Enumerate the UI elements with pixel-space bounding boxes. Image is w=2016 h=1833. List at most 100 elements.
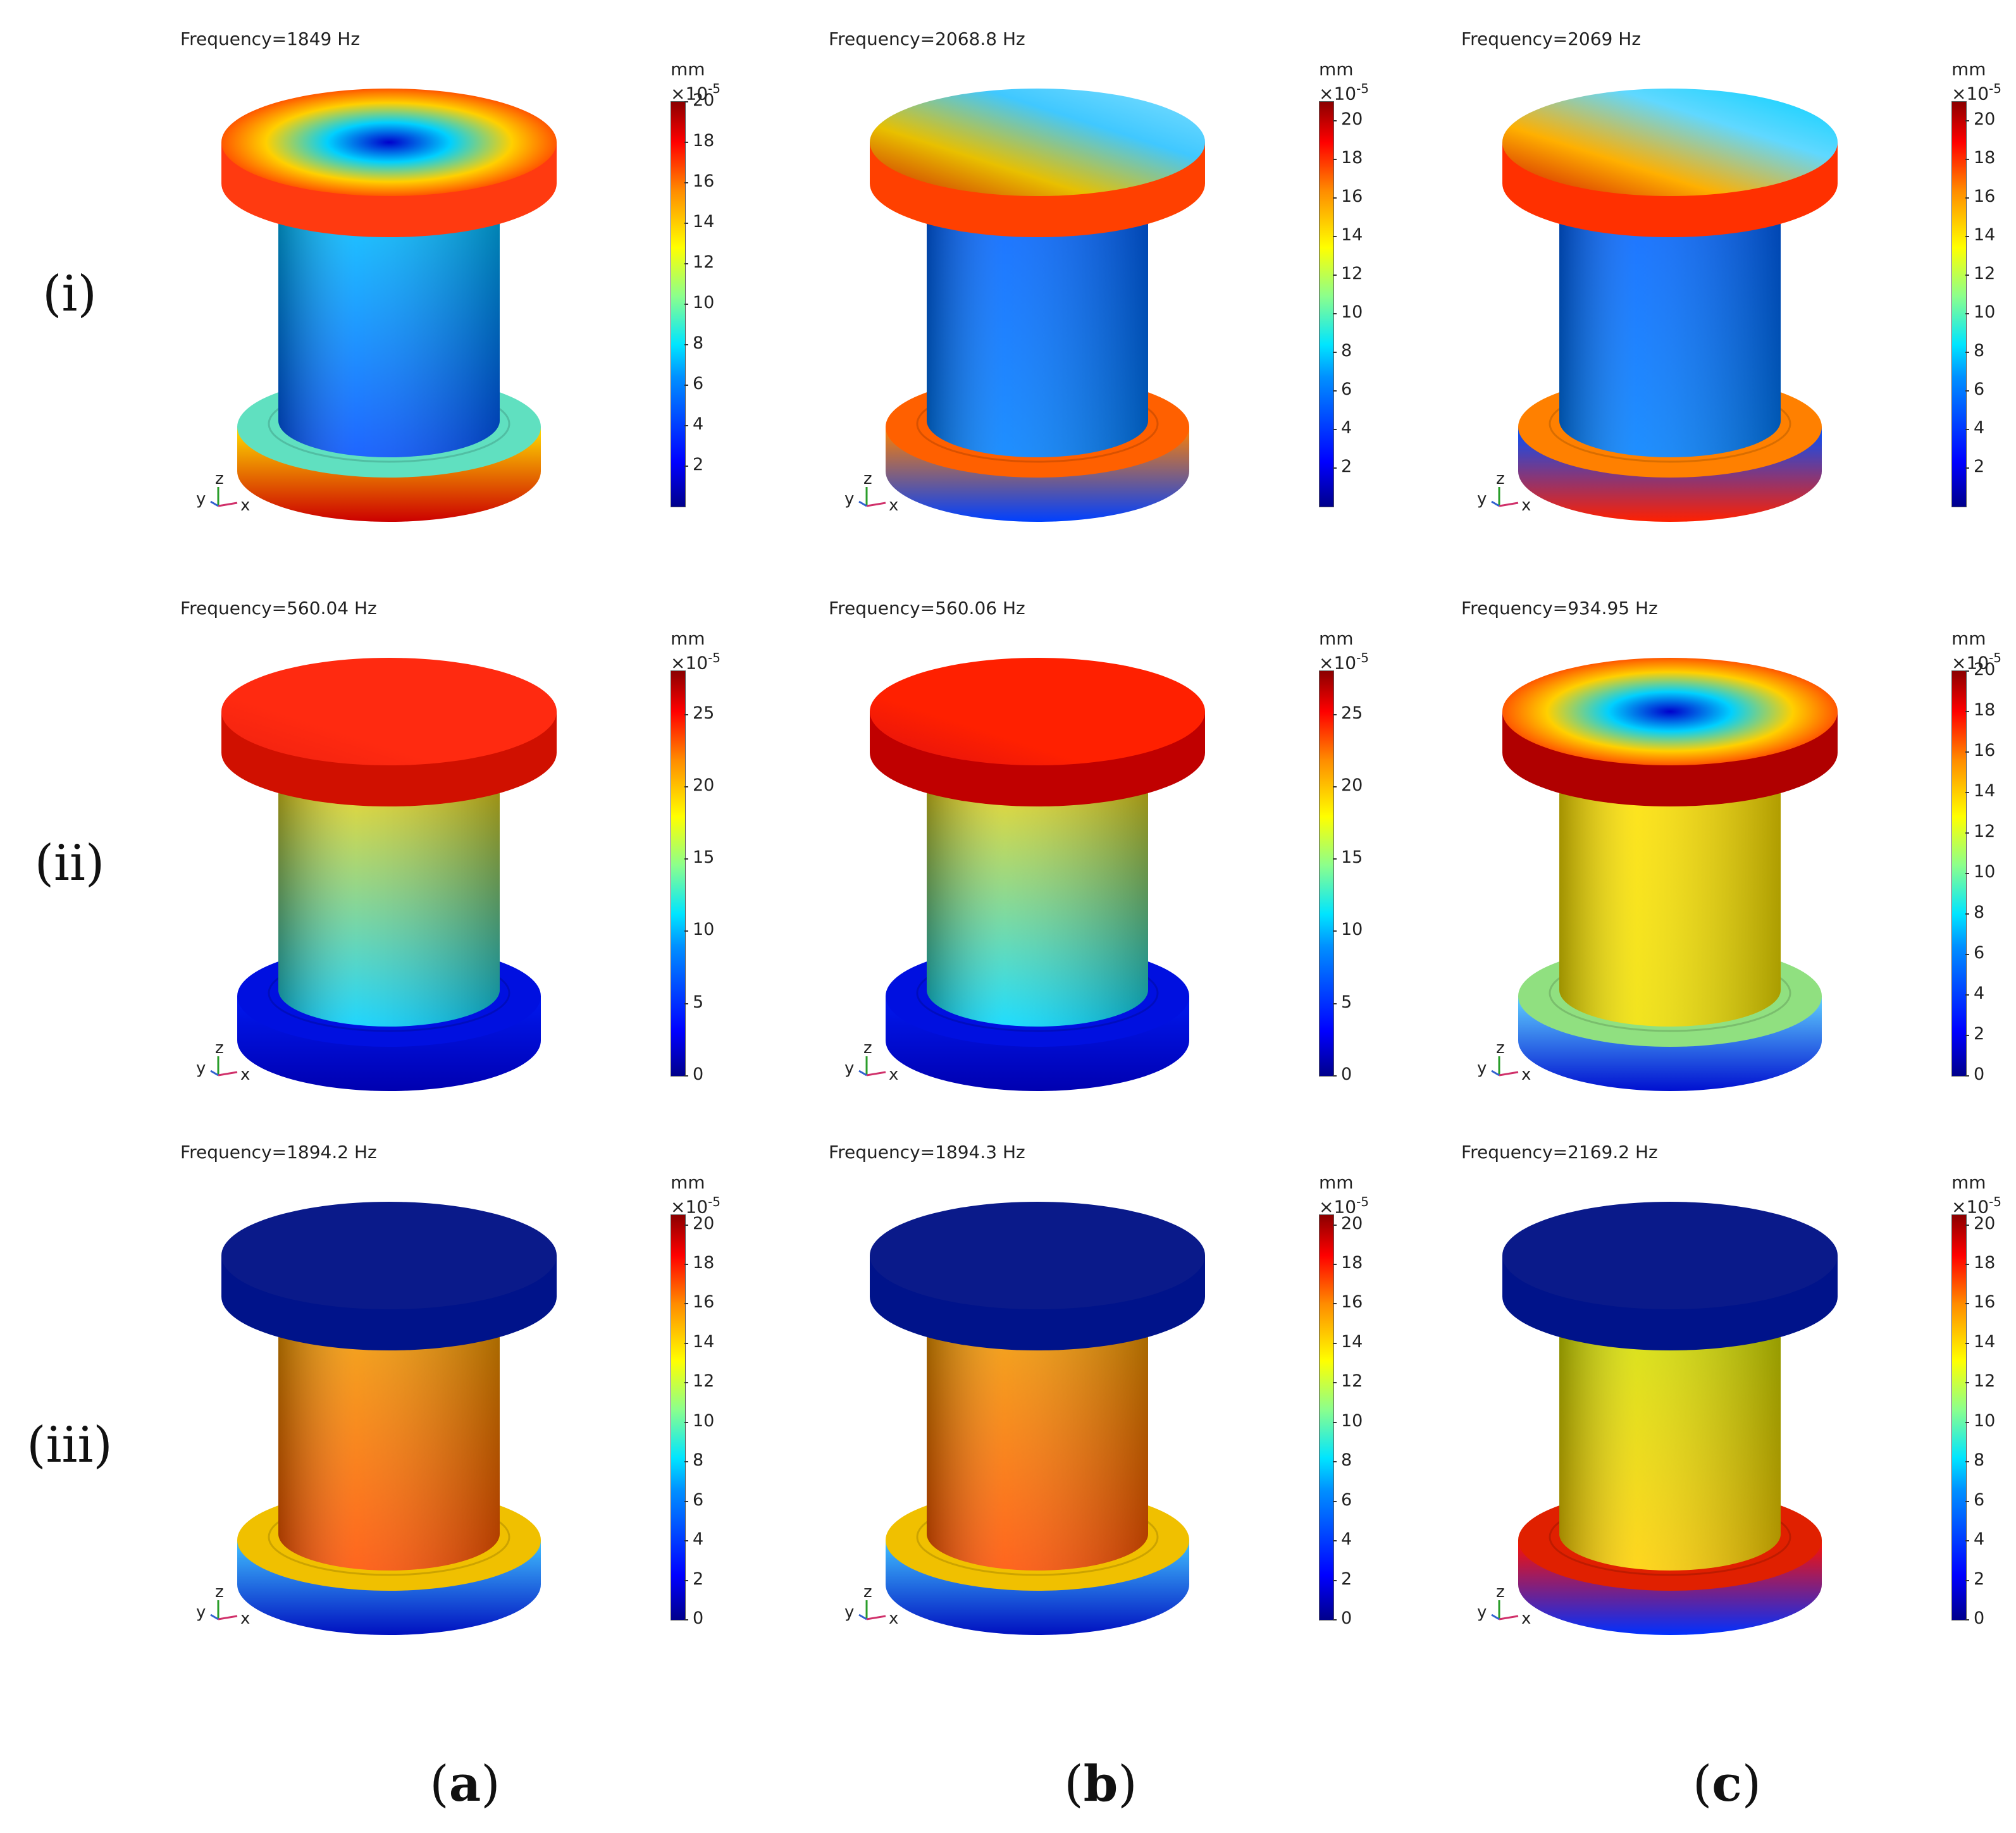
- colorbar-tick-label: 18: [693, 1253, 715, 1273]
- colorbar-tick-mark: [1333, 1303, 1337, 1305]
- deformed-body: [870, 1202, 1205, 1635]
- colorbar-tick-mark: [1965, 994, 1969, 996]
- colorbar-tick-label: 8: [1974, 1450, 1985, 1471]
- mode-shape-panel: Frequency=2169.2 Hz mm ×10-5 20 18 16 14 12 10 8 6…: [1461, 1142, 2016, 1698]
- colorbar-tick-mark: [1333, 1619, 1337, 1620]
- axis-label: z: [215, 1584, 224, 1602]
- colorbar-tick-mark: [1965, 792, 1969, 793]
- axis-label: x: [1521, 1609, 1531, 1628]
- mode-shape-panel: Frequency=1894.3 Hz mm ×10-5 20 18 16 14 12 10 8 6…: [829, 1142, 1461, 1698]
- colorbar-tick-mark: [1965, 711, 1969, 712]
- colorbar-tick-mark: [684, 1579, 688, 1581]
- axis-label: z: [215, 471, 224, 488]
- colorbar-unit: mm ×10-5: [1951, 628, 2002, 674]
- axis-label: x: [1521, 496, 1531, 515]
- axis-label: y: [196, 490, 206, 509]
- colorbar-tick-mark: [1965, 467, 1969, 469]
- axis-triad-icon: zx y: [844, 1584, 898, 1628]
- deformed-body: [870, 658, 1205, 1091]
- axis-label: x: [1521, 1065, 1531, 1084]
- colorbar-tick-label: 8: [1341, 1450, 1352, 1471]
- colorbar-unit: mm ×10-5: [1951, 1172, 2002, 1218]
- colorbar-tick-label: 2: [1974, 1024, 1985, 1044]
- colorbar-tick-label: 0: [693, 1608, 704, 1628]
- colorbar-tick-label: 14: [1341, 1331, 1363, 1352]
- colorbar-tick-mark: [684, 466, 688, 467]
- axis-triad-icon: zx y: [1477, 1584, 1531, 1628]
- colorbar-tick-mark: [1965, 1303, 1969, 1305]
- colorbar-tick-mark: [1965, 1224, 1969, 1226]
- colorbar-tick-mark: [1333, 930, 1337, 932]
- colorbar-unit: mm ×10-5: [1951, 59, 2002, 104]
- colorbar-tick-mark: [1965, 275, 1969, 276]
- colorbar-tick-label: 10: [1974, 302, 1996, 323]
- colorbar-tick-label: 10: [1341, 302, 1363, 323]
- colorbar-tick-label: 10: [693, 920, 715, 940]
- colorbar-tick-label: 4: [693, 414, 704, 434]
- colorbar-tick-label: 20: [693, 775, 715, 795]
- colorbar: [671, 1214, 686, 1620]
- frequency-label: Frequency=1849 Hz: [180, 28, 361, 49]
- colorbar-tick-label: 18: [1974, 1253, 1996, 1273]
- column-label-a: (a): [430, 1755, 500, 1813]
- colorbar-tick-mark: [1965, 1619, 1969, 1620]
- colorbar-tick-mark: [1333, 467, 1337, 469]
- colorbar-tick-label: 14: [693, 212, 715, 231]
- colorbar-tick-label: 0: [693, 1065, 704, 1084]
- axis-triad-icon: zx y: [1477, 471, 1531, 515]
- colorbar-tick-label: 0: [1341, 1608, 1352, 1628]
- colorbar-tick-label: 2: [693, 455, 704, 474]
- colorbar-tick-mark: [1333, 1421, 1337, 1423]
- colorbar: [671, 101, 686, 507]
- axis-label: z: [863, 471, 872, 488]
- colorbar: [1319, 101, 1334, 507]
- mode-shape-panel: Frequency=2068.8 Hz mm ×10-5 20 18 16 14 12 10 8 6…: [829, 28, 1461, 585]
- colorbar-tick-label: 18: [1974, 700, 1996, 720]
- axis-triad-icon: zx y: [844, 1040, 898, 1084]
- colorbar-unit: mm ×10-5: [1319, 1172, 1370, 1218]
- axis-label: y: [844, 1059, 854, 1078]
- colorbar-tick-label: 4: [693, 1529, 704, 1550]
- colorbar-tick-mark: [684, 263, 688, 264]
- colorbar-tick-mark: [1333, 390, 1337, 392]
- colorbar-tick-label: 18: [1974, 148, 1996, 168]
- axis-label: y: [196, 1603, 206, 1622]
- colorbar-tick-mark: [684, 1382, 688, 1384]
- colorbar-tick-label: 4: [1974, 1529, 1985, 1550]
- colorbar-tick-label: 10: [1974, 862, 1996, 882]
- axis-triad-icon: zx y: [1477, 1040, 1531, 1084]
- mode-shape-panel: Frequency=560.04 Hz mm ×10-5 25 20 15 10 5 0 z x y: [180, 598, 813, 1154]
- colorbar-tick-mark: [684, 1342, 688, 1344]
- frequency-label: Frequency=560.04 Hz: [180, 598, 377, 619]
- colorbar-tick-mark: [1333, 236, 1337, 238]
- colorbar-tick-mark: [1965, 832, 1969, 834]
- colorbar-tick-label: 10: [693, 1410, 715, 1431]
- colorbar-tick-label: 16: [693, 171, 715, 191]
- colorbar-tick-label: 16: [693, 1292, 715, 1312]
- colorbar-tick-label: 5: [1341, 992, 1352, 1012]
- colorbar: [671, 670, 686, 1077]
- colorbar-unit: mm ×10-5: [671, 59, 721, 104]
- colorbar-tick-label: 20: [693, 90, 715, 110]
- colorbar-tick-mark: [684, 1075, 688, 1077]
- colorbar-unit: mm ×10-5: [1319, 59, 1370, 104]
- colorbar-tick-mark: [1965, 1461, 1969, 1463]
- colorbar-unit: mm ×10-5: [671, 628, 721, 674]
- colorbar-tick-mark: [1333, 275, 1337, 276]
- colorbar-tick-label: 10: [1341, 1410, 1363, 1431]
- colorbar-tick-label: 18: [693, 131, 715, 151]
- colorbar-tick-mark: [1965, 352, 1969, 354]
- axis-triad-icon: zx y: [196, 471, 250, 515]
- colorbar: [1319, 1214, 1334, 1620]
- column-label-c: (c): [1692, 1755, 1762, 1813]
- axis-label: z: [215, 1040, 224, 1058]
- colorbar-tick-mark: [1333, 1075, 1337, 1077]
- colorbar-tick-mark: [1333, 1342, 1337, 1344]
- frequency-label: Frequency=1894.3 Hz: [829, 1142, 1025, 1163]
- colorbar-tick-label: 12: [1974, 822, 1996, 841]
- colorbar-tick-label: 14: [693, 1331, 715, 1352]
- colorbar-tick-label: 20: [1974, 1213, 1996, 1233]
- axis-label: z: [1496, 1584, 1505, 1602]
- row-label-ii: (ii): [34, 835, 105, 892]
